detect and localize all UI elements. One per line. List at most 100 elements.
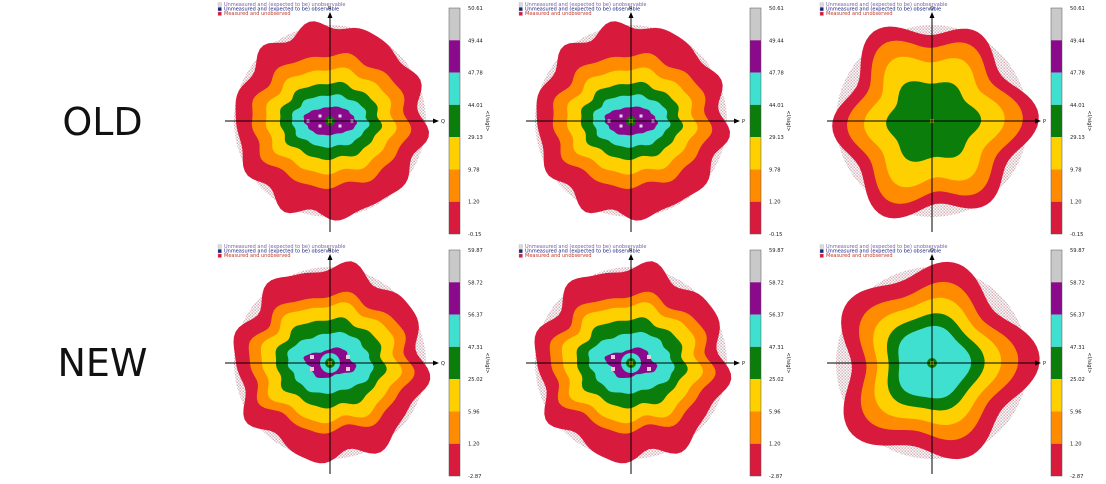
legend-entry: Unmeasured and (expected to be) unobserv… <box>224 2 345 8</box>
legend-swatch <box>217 2 222 7</box>
colorbar-tick-label: -0.15 <box>1070 232 1083 238</box>
legend-swatch <box>518 11 523 16</box>
speckle <box>611 355 615 359</box>
colorbar-tick-label: 49.44 <box>468 38 484 44</box>
colorbar-segment <box>449 72 460 105</box>
colorbar-segment <box>750 104 761 138</box>
colorbar-segment <box>750 40 761 73</box>
colorbar-tick-label: 47.78 <box>769 71 784 77</box>
colorbar-tick-label: 25.02 <box>1070 377 1085 383</box>
colorbar-segment <box>449 443 460 476</box>
colorbar-tick-label: 9.78 <box>1070 167 1082 173</box>
colorbar-label: <I/sigI> <box>1086 353 1092 374</box>
speckle <box>639 124 643 128</box>
colorbar-tick-label: 1.20 <box>769 200 781 206</box>
colorbar-tick-label: 25.02 <box>769 377 784 383</box>
horizontal-axis-label: Q <box>441 119 445 125</box>
colorbar-segment <box>750 282 761 315</box>
row-label-old: OLD <box>62 100 143 144</box>
colorbar-tick-label: 59.87 <box>769 248 784 254</box>
speckle <box>647 355 651 359</box>
colorbar-tick-label: -2.87 <box>468 474 481 480</box>
colorbar-segment <box>449 40 460 73</box>
colorbar-tick-label: 58.72 <box>468 280 483 286</box>
legend-entry: Measured and unobserved <box>826 253 893 259</box>
horizontal-axis-label: P <box>1043 119 1046 125</box>
speckle <box>310 367 314 371</box>
speckle <box>338 114 342 118</box>
legend-swatch <box>819 253 824 258</box>
colorbar-label: <I/sigI> <box>785 353 791 374</box>
legend-entry: Measured and unobserved <box>525 11 592 17</box>
colorbar-tick-label: -2.87 <box>769 474 782 480</box>
axis-arrow <box>327 254 333 260</box>
legend-entry: Unmeasured and (expected to be) unobserv… <box>826 244 947 250</box>
colorbar-tick-label: 47.31 <box>468 345 483 351</box>
legend-swatch <box>217 11 222 16</box>
speckle <box>639 114 643 118</box>
vertical-axis-label: Q <box>930 248 934 254</box>
colorbar-segment <box>750 137 761 170</box>
colorbar-segment <box>1051 443 1062 476</box>
colorbar-tick-label: 58.72 <box>1070 280 1085 286</box>
colorbar-segment <box>449 314 460 347</box>
speckle <box>611 367 615 371</box>
speckle <box>346 355 350 359</box>
colorbar-tick-label: 47.78 <box>468 71 483 77</box>
legend-entry: Unmeasured and (expected to be) observab… <box>826 7 941 13</box>
colorbar-segment <box>449 282 460 315</box>
colorbar-segment <box>750 443 761 476</box>
colorbar-segment <box>449 250 460 283</box>
vertical-axis-label: R <box>629 6 633 12</box>
legend-swatch <box>819 7 824 12</box>
legend-swatch <box>217 249 222 254</box>
legend-swatch <box>819 2 824 7</box>
colorbar-tick-label: 56.37 <box>769 313 784 319</box>
legend-entry: Unmeasured and (expected to be) observab… <box>525 249 640 255</box>
vertical-axis-label: R <box>328 6 332 12</box>
colorbar-segment <box>750 346 761 380</box>
colorbar-segment <box>1051 40 1062 73</box>
colorbar-tick-label: 44.01 <box>1070 103 1085 109</box>
colorbar-tick-label: 50.61 <box>1070 6 1085 12</box>
colorbar-segment <box>750 72 761 105</box>
colorbar-tick-label: 5.96 <box>1070 409 1082 415</box>
axis-arrow <box>1035 118 1041 124</box>
colorbar-tick-label: 47.31 <box>769 345 784 351</box>
legend-entry: Measured and unobserved <box>525 253 592 259</box>
colorbar-frame <box>1050 7 1063 235</box>
axis-arrow <box>628 12 634 18</box>
colorbar-tick-label: 5.96 <box>769 409 781 415</box>
colorbar-tick-label: 49.44 <box>1070 38 1086 44</box>
axis-arrow <box>628 254 634 260</box>
colorbar-segment <box>1051 379 1062 412</box>
colorbar-segment <box>1051 8 1062 41</box>
colorbar-segment <box>750 201 761 234</box>
colorbar-segment <box>449 104 460 138</box>
colorbar-tick-label: 9.78 <box>769 167 781 173</box>
colorbar-tick-label: 50.61 <box>769 6 784 12</box>
colorbar-tick-label: 29.13 <box>1070 135 1085 141</box>
colorbar-tick-label: 1.20 <box>468 200 480 206</box>
colorbar-segment <box>449 411 460 444</box>
colorbar-segment <box>449 137 460 170</box>
legend-entry: Unmeasured and (expected to be) unobserv… <box>826 2 947 8</box>
horizontal-axis-label: P <box>742 361 745 367</box>
legend-swatch <box>819 11 824 16</box>
legend-swatch <box>518 253 523 258</box>
colorbar-segment <box>1051 169 1062 202</box>
legend-swatch <box>819 244 824 249</box>
colorbar-segment <box>750 250 761 283</box>
colorbar-segment <box>1051 72 1062 105</box>
colorbar-segment <box>750 379 761 412</box>
reciprocal-space-plot: R Q Unmeasured and (expected to be) unobse… <box>217 2 490 238</box>
legend-entry: Unmeasured and (expected to be) unobserv… <box>525 2 646 8</box>
legend-swatch <box>518 244 523 249</box>
axis-arrow <box>1035 360 1041 366</box>
colorbar-segment <box>1051 137 1062 170</box>
legend-swatch <box>518 7 523 12</box>
colorbar-frame <box>1050 249 1063 477</box>
legend-swatch <box>217 253 222 258</box>
colorbar-frame <box>749 7 762 235</box>
colorbar-segment <box>449 8 460 41</box>
